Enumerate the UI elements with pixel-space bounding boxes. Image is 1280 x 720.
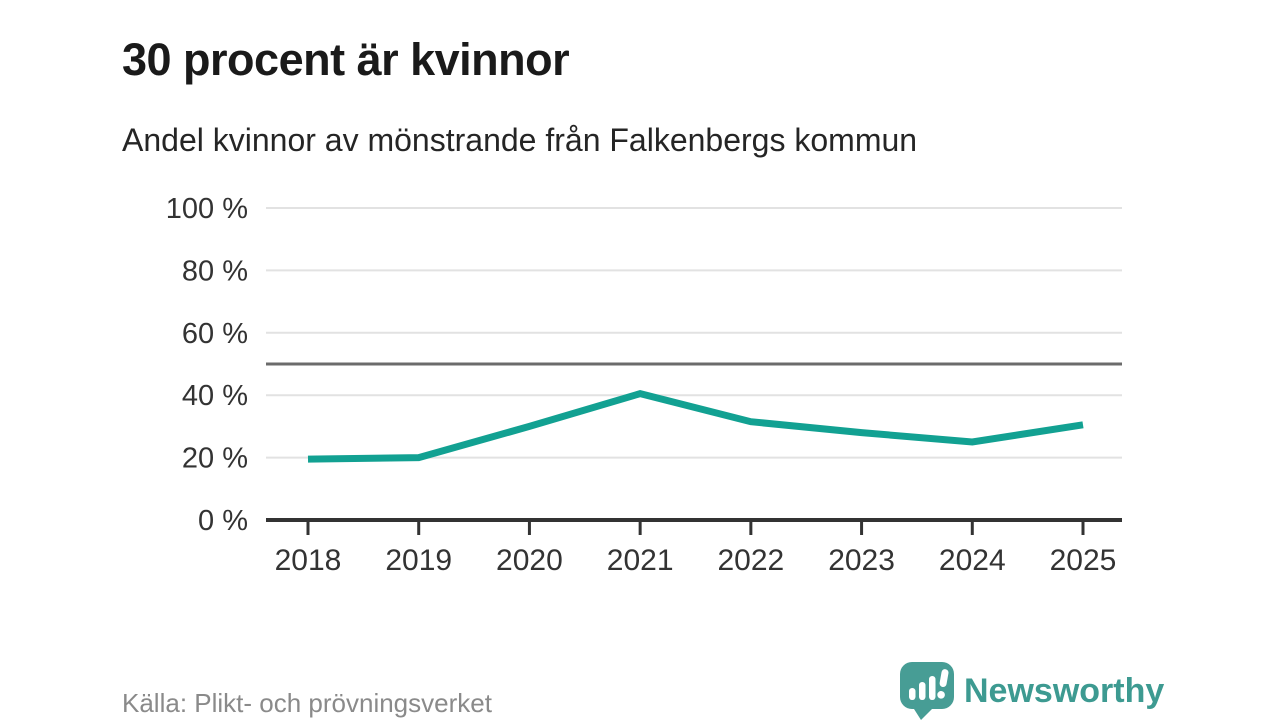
y-axis-tick-label: 100 % [166,193,248,225]
chart-title: 30 procent är kvinnor [122,34,570,86]
x-axis-tick-label: 2025 [1050,544,1117,577]
y-axis-tick-label: 20 % [182,443,248,475]
chart-subtitle: Andel kvinnor av mönstrande från Falkenb… [122,122,918,158]
line-chart: 0 % 20 % 40 % 60 % 80 % 100 % 2018 2019 2020 2021… [166,193,1122,577]
x-axis-tick-label: 2022 [717,544,784,577]
source-note: Källa: Plikt- och prövningsverket [122,688,492,718]
data-line-share-of-women [307,390,1084,463]
x-axis-tick-label: 2020 [496,544,563,577]
x-axis-tick-label: 2018 [275,544,342,577]
x-axis-tick-label: 2023 [828,544,895,577]
y-axis-tick-label: 0 % [198,505,248,537]
y-axis-tick-label: 60 % [182,318,248,350]
x-axis-tick-label: 2024 [939,544,1006,577]
y-axis-tick-label: 40 % [182,380,248,412]
brand-name: Newsworthy [964,672,1165,710]
newsworthy-speech-bubble-chart-icon [900,662,954,720]
newsworthy-logo: Newsworthy [900,662,1164,720]
x-axis-tick-label: 2021 [607,544,674,577]
y-axis-tick-label: 80 % [182,255,248,287]
x-axis-tick-label: 2019 [385,544,452,577]
